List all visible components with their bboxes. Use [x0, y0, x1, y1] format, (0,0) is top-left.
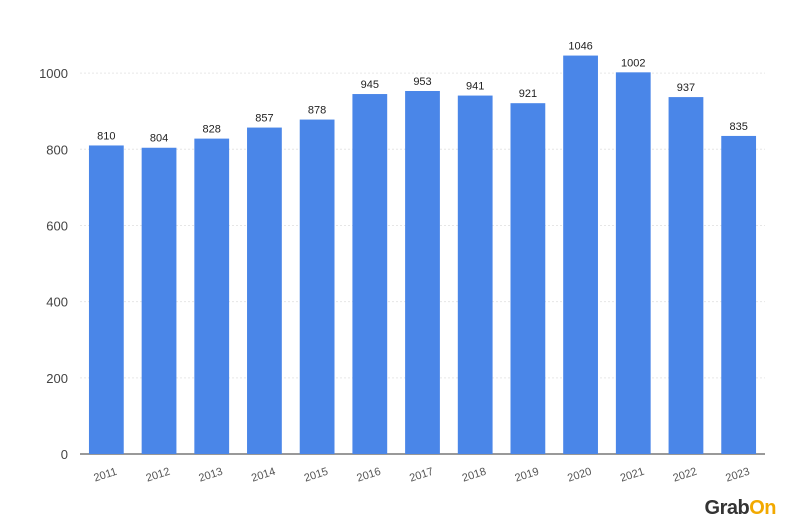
bar	[247, 127, 282, 454]
bar	[88, 145, 124, 455]
bar-value-label: 937	[677, 82, 695, 94]
y-tick-label: 400	[46, 295, 68, 310]
bar-value-label: 804	[150, 133, 168, 145]
bar-value-label: 945	[361, 79, 379, 91]
y-tick-label: 1000	[39, 66, 68, 81]
x-tick-label: 2022	[672, 466, 699, 485]
bar-value-label: 878	[308, 105, 326, 117]
y-tick-label: 800	[46, 142, 68, 157]
bar	[510, 103, 546, 454]
x-tick-label: 2016	[355, 466, 382, 485]
bar-value-label: 1046	[568, 41, 592, 53]
x-tick-label: 2020	[566, 466, 593, 485]
x-axis-ticks: 2011 2012 2013 2014 2015 2016 2017 2018 2019 2020…	[92, 466, 751, 485]
bar	[721, 135, 757, 454]
x-tick-label: 2013	[197, 466, 224, 485]
y-tick-label: 0	[61, 447, 68, 462]
bar-value-label: 828	[203, 124, 221, 136]
bar	[563, 55, 598, 454]
x-tick-label: 2015	[303, 466, 330, 485]
data-labels: 810 804 828 857 878 945 953 941 921 1046 1002 937 83…	[97, 41, 748, 145]
bar-value-label: 810	[97, 130, 115, 142]
x-tick-label: 2018	[461, 466, 488, 485]
bar-value-label: 941	[466, 81, 484, 93]
y-tick-label: 200	[46, 371, 68, 386]
y-axis-ticks: 0 200 400 600 800 1000	[39, 66, 68, 462]
bar	[352, 94, 388, 455]
bar	[194, 138, 230, 454]
grabon-logo: GrabOn	[704, 497, 777, 520]
bars	[88, 55, 757, 455]
bar-value-label: 1002	[621, 57, 645, 69]
bar-value-label: 857	[255, 113, 273, 125]
x-tick-label: 2017	[408, 466, 435, 485]
bar-value-label: 921	[519, 88, 537, 100]
logo-text-main: Grab	[704, 497, 750, 519]
bar	[668, 97, 704, 454]
x-tick-label: 2021	[619, 466, 646, 485]
bar	[299, 119, 335, 454]
bar	[405, 90, 440, 454]
bar-value-label: 953	[413, 76, 431, 88]
x-tick-label: 2019	[513, 466, 540, 485]
x-tick-label: 2011	[92, 466, 118, 485]
bar	[615, 72, 651, 454]
logo-text-accent: On	[749, 497, 776, 519]
bar	[141, 147, 177, 454]
bar	[457, 95, 493, 454]
y-tick-label: 600	[46, 218, 68, 233]
x-tick-label: 2023	[724, 466, 751, 485]
bar-value-label: 835	[729, 121, 747, 133]
x-tick-label: 2014	[250, 466, 277, 485]
x-tick-label: 2012	[145, 466, 172, 485]
